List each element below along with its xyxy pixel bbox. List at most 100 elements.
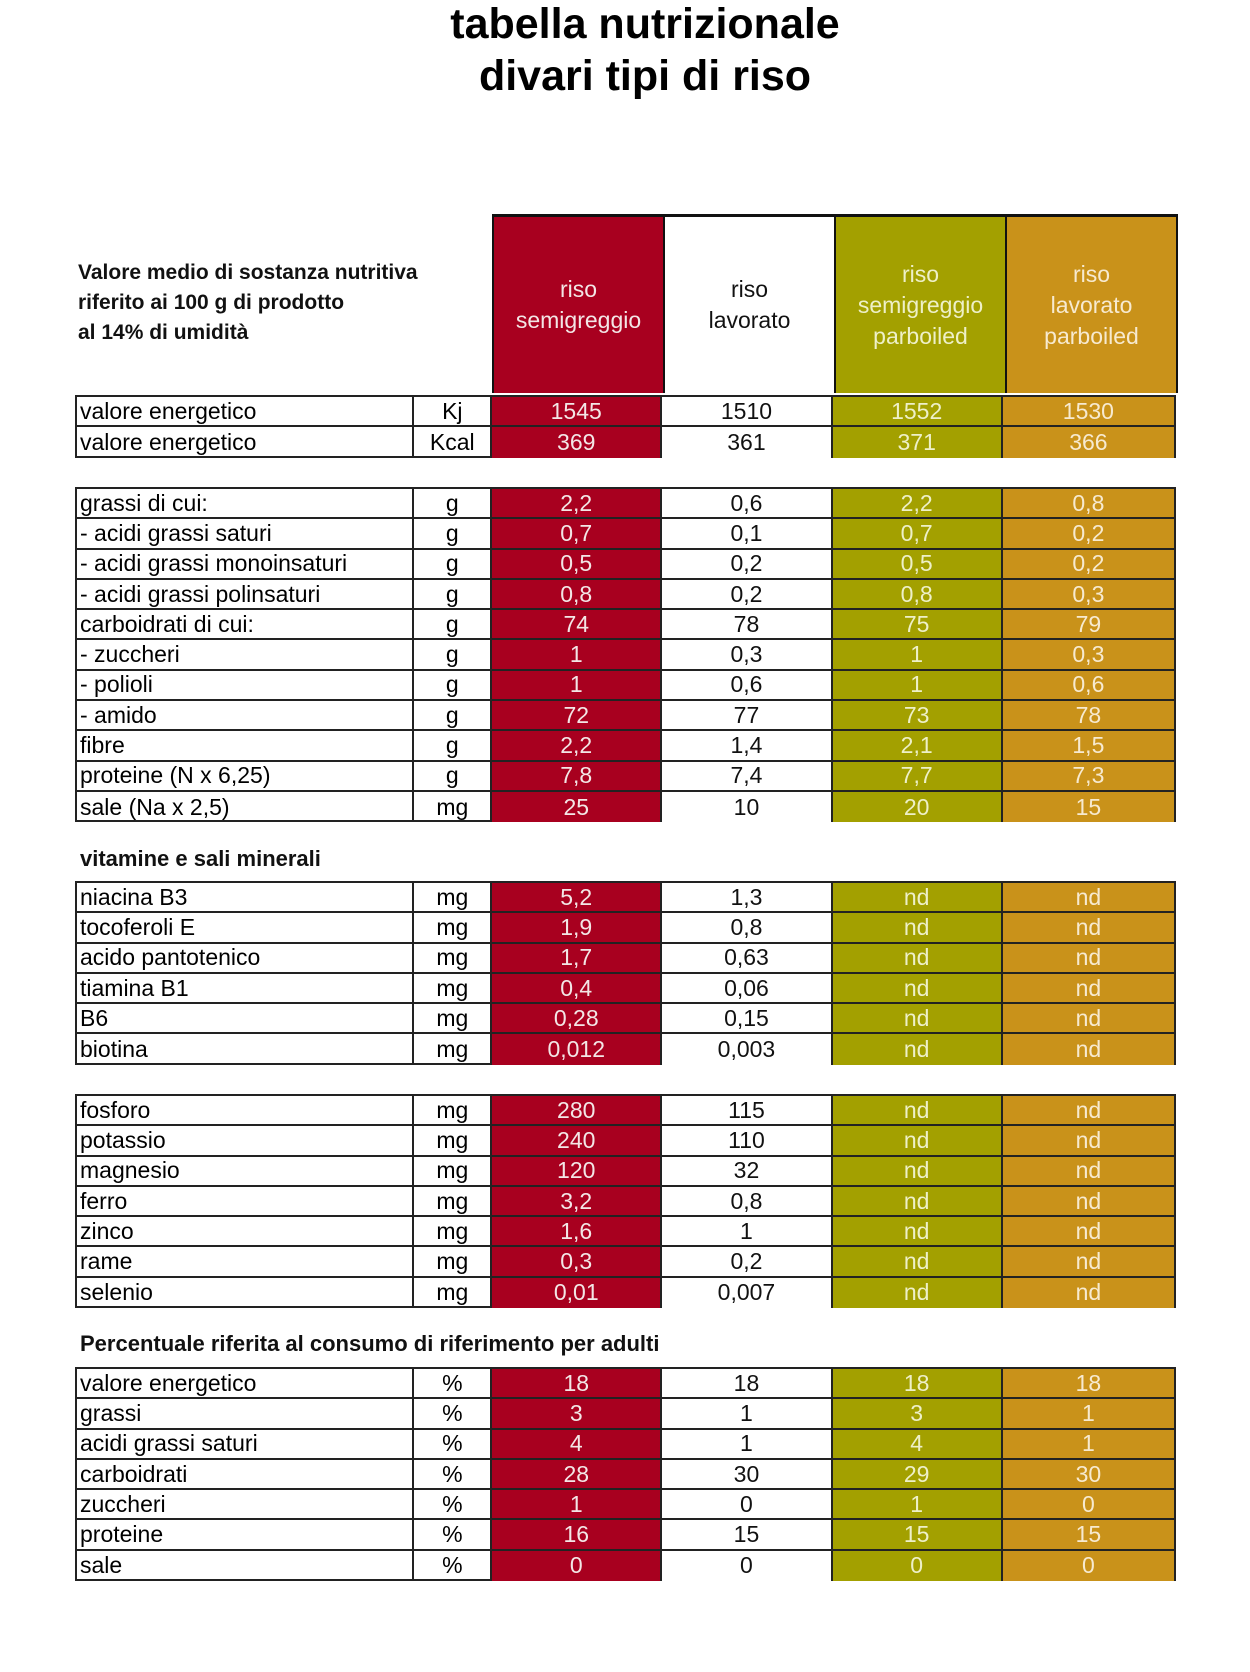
- table-row: biotina mg 0,012 0,003 nd nd: [77, 1034, 1174, 1065]
- table-row: valore energetico% 18 18 18 18: [77, 1369, 1174, 1400]
- value-cell: 15: [1002, 791, 1174, 823]
- value-cell: 79: [1002, 610, 1174, 639]
- value-cell: 0,8: [662, 913, 833, 942]
- row-label: zinco: [77, 1217, 415, 1246]
- table-row: - acidi grassi polinsaturi g 0,8 0,2 0,8 0,3: [77, 579, 1174, 611]
- value-cell: 0,3: [1002, 579, 1174, 609]
- value-cell: 10: [662, 791, 833, 823]
- value-cell: 4: [832, 1429, 1003, 1458]
- row-label: B6: [77, 1004, 415, 1033]
- value-cell: 0,8: [1002, 489, 1174, 518]
- table-row: fibre g 2,2 1,4 2,1 1,5: [77, 731, 1174, 762]
- value-cell: nd: [832, 1156, 1003, 1185]
- value-cell: 0: [492, 1550, 663, 1582]
- row-unit: mg: [414, 1277, 493, 1309]
- value-cell: nd: [1002, 1277, 1174, 1309]
- value-cell: 0,2: [662, 1247, 833, 1276]
- row-unit: mg: [414, 1126, 493, 1155]
- row-label: sale: [77, 1550, 415, 1582]
- value-cell: 1,4: [662, 731, 833, 760]
- table-row: sale (Na x 2,5) mg 25 10 20 15: [77, 791, 1174, 823]
- row-unit: mg: [414, 1004, 493, 1033]
- row-unit: mg: [414, 1156, 493, 1185]
- value-cell: 16: [492, 1520, 663, 1549]
- column-header-line: semigreggio: [857, 291, 984, 318]
- row-label: sale (Na x 2,5): [77, 791, 415, 823]
- row-unit: Kj: [414, 397, 493, 426]
- column-header-line: semigreggio: [515, 307, 642, 333]
- row-label: tiamina B1: [77, 973, 415, 1003]
- row-unit: Kcal: [414, 427, 493, 458]
- row-unit: g: [414, 670, 493, 700]
- row-unit: %: [414, 1429, 493, 1458]
- value-cell: 0,2: [662, 579, 833, 609]
- row-label: carboidrati di cui:: [77, 610, 415, 639]
- value-cell: 7,3: [1002, 761, 1174, 790]
- row-label: ferro: [77, 1186, 415, 1216]
- row-label: - acidi grassi polinsaturi: [77, 579, 415, 609]
- value-cell: 1: [832, 670, 1003, 700]
- table-row: carboidrati di cui: g 74 78 75 79: [77, 610, 1174, 641]
- row-label: - polioli: [77, 670, 415, 700]
- value-cell: nd: [832, 1186, 1003, 1216]
- column-header-line: lavorato: [708, 307, 791, 333]
- value-cell: 1: [1002, 1399, 1174, 1428]
- value-cell: 2,1: [832, 731, 1003, 760]
- row-label: magnesio: [77, 1156, 415, 1185]
- value-cell: nd: [832, 1004, 1003, 1033]
- value-cell: 0,012: [492, 1034, 663, 1065]
- value-cell: 1545: [492, 397, 663, 426]
- value-cell: 0: [662, 1550, 833, 1582]
- value-cell: 0,8: [832, 579, 1003, 609]
- value-cell: 0,2: [1002, 519, 1174, 548]
- row-label: potassio: [77, 1126, 415, 1155]
- row-unit: g: [414, 640, 493, 669]
- value-cell: nd: [832, 1126, 1003, 1155]
- value-cell: 3: [492, 1399, 663, 1428]
- table-row: proteine (N x 6,25) g 7,8 7,4 7,7 7,3: [77, 761, 1174, 792]
- column-header: riso lavorato: [663, 214, 834, 393]
- row-label: tocoferoli E: [77, 913, 415, 942]
- value-cell: 369: [492, 427, 663, 458]
- column-header-line: riso: [730, 276, 769, 302]
- row-unit: mg: [414, 973, 493, 1003]
- value-cell: 25: [492, 791, 663, 823]
- table-row: - acidi grassi monoinsaturi g 0,5 0,2 0,5 0,2: [77, 549, 1174, 580]
- row-unit: g: [414, 701, 493, 730]
- table-row: proteine% 16 15 15 15: [77, 1520, 1174, 1551]
- row-unit: mg: [414, 913, 493, 942]
- row-unit: %: [414, 1550, 493, 1582]
- value-cell: 15: [1002, 1520, 1174, 1549]
- value-cell: 0,8: [492, 579, 663, 609]
- value-cell: 110: [662, 1126, 833, 1155]
- value-cell: 0,8: [662, 1186, 833, 1216]
- value-cell: 30: [1002, 1459, 1174, 1489]
- row-unit: mg: [414, 791, 493, 823]
- value-cell: 0,7: [832, 519, 1003, 548]
- value-cell: 1,7: [492, 943, 663, 972]
- value-cell: 30: [662, 1459, 833, 1489]
- table-row: rame mg 0,3 0,2 nd nd: [77, 1247, 1174, 1278]
- value-cell: 18: [1002, 1369, 1174, 1398]
- value-cell: 280: [492, 1096, 663, 1125]
- value-cell: 74: [492, 610, 663, 639]
- value-cell: nd: [1002, 913, 1174, 942]
- column-header-line: lavorato: [1050, 291, 1133, 318]
- column-header: riso semigreggio: [492, 214, 663, 393]
- row-label: fosforo: [77, 1096, 415, 1125]
- value-cell: 371: [832, 427, 1003, 458]
- row-label: acido pantotenico: [77, 943, 415, 972]
- row-label: carboidrati: [77, 1459, 415, 1489]
- row-unit: g: [414, 731, 493, 760]
- value-cell: 3: [832, 1399, 1003, 1428]
- value-cell: 18: [492, 1369, 663, 1398]
- table-row: ferro mg 3,2 0,8 nd nd: [77, 1186, 1174, 1218]
- value-cell: nd: [832, 1247, 1003, 1276]
- table-row: valore energetico Kcal 369 361 371 366: [77, 427, 1174, 458]
- value-cell: 115: [662, 1096, 833, 1125]
- value-cell: 0,4: [492, 973, 663, 1003]
